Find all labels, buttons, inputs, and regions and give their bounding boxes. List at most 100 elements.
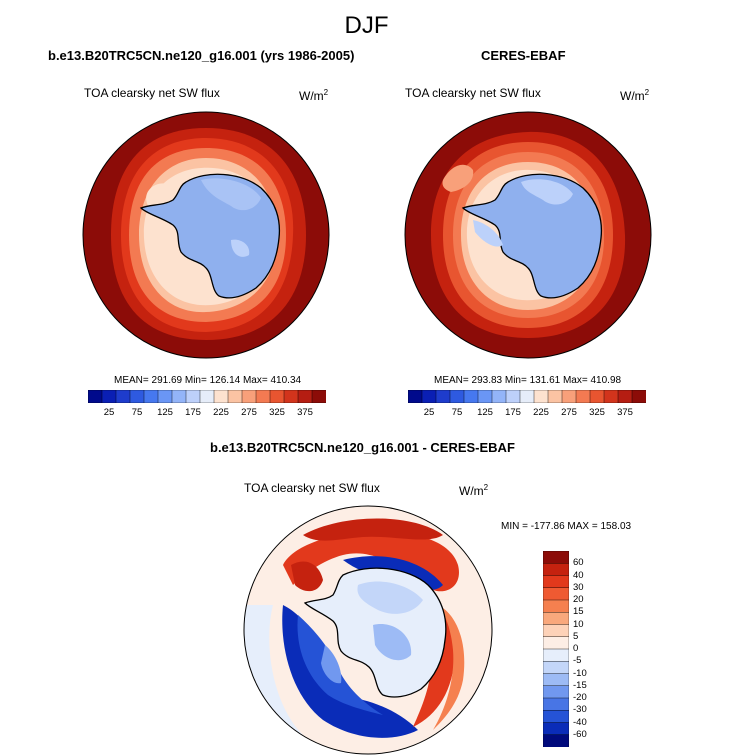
colorbar-swatch bbox=[115, 390, 131, 403]
colorbar-swatch bbox=[421, 390, 437, 403]
diff-colorbar-tick-label: 10 bbox=[573, 618, 584, 630]
diff-colorbar-swatch bbox=[543, 563, 569, 577]
colorbar-swatch bbox=[129, 390, 145, 403]
diff-colorbar-swatch bbox=[543, 599, 569, 613]
diff-panel-title: b.e13.B20TRC5CN.ne120_g16.001 - CERES-EB… bbox=[210, 440, 515, 455]
colorbar-tick-label: 75 bbox=[131, 407, 143, 418]
right-panel-title: CERES-EBAF bbox=[481, 48, 566, 63]
colorbar-tick-label: 375 bbox=[297, 407, 313, 418]
diff-colorbar-swatch bbox=[543, 734, 569, 747]
colorbar-swatch bbox=[589, 390, 605, 403]
diff-colorbar-tick-label: 5 bbox=[573, 630, 579, 642]
right-stats: MEAN= 293.83 Min= 131.61 Max= 410.98 bbox=[434, 375, 622, 386]
colorbar-swatch bbox=[269, 390, 285, 403]
diff-colorbar-tick-label: 15 bbox=[573, 606, 584, 618]
right-units-label: W/m2 bbox=[620, 88, 650, 103]
colorbar-swatch bbox=[477, 390, 493, 403]
colorbar-tick-label: 375 bbox=[617, 407, 633, 418]
left-stats: MEAN= 291.69 Min= 126.14 Max= 410.34 bbox=[114, 375, 302, 386]
colorbar-tick-label: 325 bbox=[269, 407, 285, 418]
colorbar-tick-label: 325 bbox=[589, 407, 605, 418]
colorbar-tick-label: 125 bbox=[477, 407, 493, 418]
diff-colorbar-tick-label: 0 bbox=[573, 643, 579, 654]
colorbar-tick-label: 175 bbox=[505, 407, 521, 418]
diff-colorbar-swatch bbox=[543, 697, 569, 711]
colorbar-swatch bbox=[227, 390, 243, 403]
colorbar-swatch bbox=[101, 390, 117, 403]
colorbar-tick-label: 275 bbox=[241, 407, 257, 418]
diff-colorbar-tick-label: -40 bbox=[573, 716, 587, 728]
diff-colorbar-swatch bbox=[543, 551, 569, 564]
colorbar-swatch bbox=[213, 390, 229, 403]
diff-colorbar-tick-label: 40 bbox=[573, 569, 584, 581]
colorbar-swatch bbox=[408, 390, 423, 403]
colorbar-swatch bbox=[603, 390, 619, 403]
antarctica-landmass-obs bbox=[461, 173, 603, 299]
diff-colorbar-tick-label: -5 bbox=[573, 655, 582, 667]
colorbar-swatch bbox=[199, 390, 215, 403]
colorbar-swatch bbox=[449, 390, 465, 403]
colorbar-swatch bbox=[631, 390, 646, 403]
right-variable-label: TOA clearsky net SW flux bbox=[405, 86, 541, 100]
diff-colorbar-swatch bbox=[543, 673, 569, 687]
colorbar-swatch bbox=[171, 390, 187, 403]
diff-colorbar-tick-label: -10 bbox=[573, 667, 587, 679]
colorbar-tick-label: 25 bbox=[103, 407, 115, 418]
colorbar-swatch bbox=[547, 390, 563, 403]
colorbar-swatch bbox=[88, 390, 103, 403]
colorbar-swatch bbox=[463, 390, 479, 403]
diff-colorbar-swatch bbox=[543, 575, 569, 589]
season-title: DJF bbox=[344, 12, 389, 39]
diff-colorbar-tick-label: -60 bbox=[573, 728, 587, 740]
colorbar-swatch bbox=[491, 390, 507, 403]
diff-colorbar-labels: 60 40 30 20 15 10 5 0 -5 -10 -15 -20 -30 -40 -60 bbox=[573, 551, 613, 747]
colorbar-swatch bbox=[185, 390, 201, 403]
diff-colorbar-swatch bbox=[543, 624, 569, 638]
diff-colorbar-swatch bbox=[543, 587, 569, 601]
colorbar-swatch bbox=[519, 390, 535, 403]
diff-polar-map bbox=[243, 505, 493, 755]
diff-colorbar-swatch bbox=[543, 722, 569, 736]
colorbar-swatch bbox=[617, 390, 633, 403]
left-colorbar-labels: 25 75 125 175 225 275 325 375 bbox=[88, 407, 326, 421]
right-polar-map bbox=[404, 111, 652, 359]
diff-colorbar-swatch bbox=[543, 685, 569, 699]
diff-stats: MIN = -177.86 MAX = 158.03 bbox=[501, 521, 632, 532]
colorbar-swatch bbox=[561, 390, 577, 403]
diff-variable-label: TOA clearsky net SW flux bbox=[244, 481, 380, 495]
diff-colorbar-tick-label: -30 bbox=[573, 704, 587, 716]
colorbar-swatch bbox=[241, 390, 257, 403]
diff-colorbar-tick-label: 60 bbox=[573, 557, 584, 569]
diff-colorbar-swatch bbox=[543, 648, 569, 662]
diff-colorbar-tick-label: -15 bbox=[573, 679, 587, 691]
colorbar-tick-label: 275 bbox=[561, 407, 577, 418]
colorbar-swatch bbox=[255, 390, 271, 403]
colorbar-swatch bbox=[435, 390, 451, 403]
left-variable-label: TOA clearsky net SW flux bbox=[84, 86, 220, 100]
diff-colorbar-swatch bbox=[543, 612, 569, 626]
colorbar-swatch bbox=[533, 390, 549, 403]
right-colorbar bbox=[408, 390, 646, 403]
diff-colorbar bbox=[543, 551, 569, 747]
colorbar-swatch bbox=[283, 390, 299, 403]
colorbar-swatch bbox=[575, 390, 591, 403]
colorbar-tick-label: 225 bbox=[213, 407, 229, 418]
left-panel-title: b.e13.B20TRC5CN.ne120_g16.001 (yrs 1986-… bbox=[48, 48, 355, 63]
diff-units-label: W/m2 bbox=[459, 483, 489, 498]
colorbar-swatch bbox=[505, 390, 521, 403]
colorbar-swatch bbox=[157, 390, 173, 403]
left-colorbar bbox=[88, 390, 326, 403]
colorbar-tick-label: 225 bbox=[533, 407, 549, 418]
diff-colorbar-swatch bbox=[543, 636, 569, 650]
left-units-label: W/m2 bbox=[299, 88, 329, 103]
colorbar-tick-label: 125 bbox=[157, 407, 173, 418]
diff-colorbar-swatch bbox=[543, 661, 569, 675]
right-colorbar-labels: 25 75 125 175 225 275 325 375 bbox=[408, 407, 646, 421]
left-polar-map bbox=[82, 111, 330, 359]
colorbar-swatch bbox=[143, 390, 159, 403]
colorbar-swatch bbox=[311, 390, 326, 403]
colorbar-tick-label: 175 bbox=[185, 407, 201, 418]
colorbar-swatch bbox=[297, 390, 313, 403]
colorbar-tick-label: 75 bbox=[451, 407, 463, 418]
diff-colorbar-tick-label: 20 bbox=[573, 594, 584, 605]
